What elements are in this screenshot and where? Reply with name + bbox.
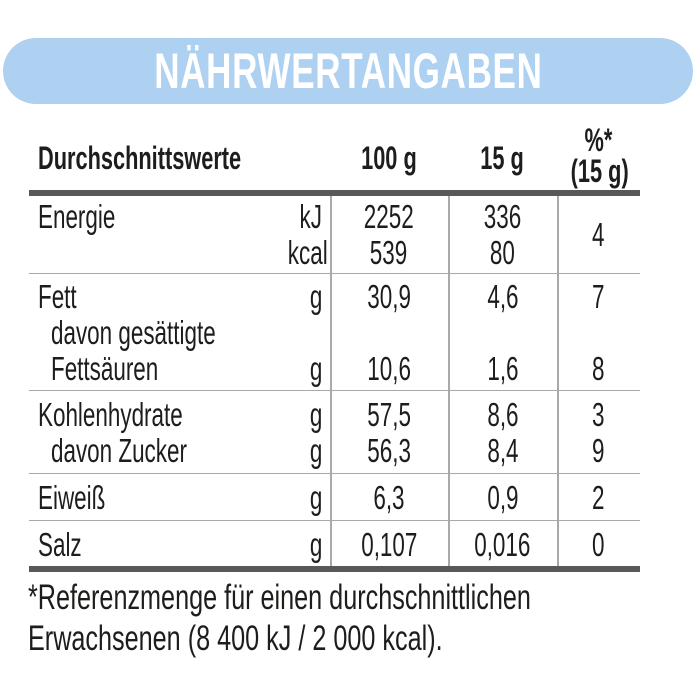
cell-value-100g: 10,6: [367, 350, 411, 387]
cell-value-15g: 4,6: [486, 278, 519, 315]
reference-footnote: *Referenzmenge für einen durchschnittlic…: [28, 577, 688, 659]
table-row-kohlenhydrate: Kohlenhydrate g 57,5 8,6 3 davon Zucker …: [29, 390, 640, 473]
cell-label: Salz: [38, 525, 82, 563]
nutrition-banner: NÄHRWERTANGABEN: [3, 38, 693, 104]
cell-value-100g: 6,3: [373, 479, 405, 516]
vertical-divider: [557, 196, 559, 566]
footnote-line1: *Referenzmenge für einen durchschnittlic…: [28, 578, 531, 617]
table-row-salz: Salz g 0,107 0,016 0: [29, 520, 640, 566]
table-line: kcal 539 80: [29, 234, 640, 271]
cell-label: Energie: [38, 198, 116, 235]
cell-label: davon Zucker: [51, 432, 187, 469]
table-row-eiweiss: Eiweiß g 6,3 0,9 2: [29, 473, 640, 520]
cell-percent: 4: [592, 215, 605, 253]
cell-value-15g: 0,016: [474, 525, 531, 563]
cell-value-100g: 56,3: [367, 432, 411, 469]
cell-value-100g: 0,107: [360, 525, 418, 563]
table-line: Salz g 0,107 0,016 0: [29, 525, 640, 563]
cell-label: davon gesättigte: [51, 314, 216, 351]
cell-unit: g: [309, 432, 322, 469]
cell-percent: 7: [592, 278, 605, 315]
table-row-fett: Fett g 30,9 4,6 7 davon gesättigte Fetts…: [29, 273, 640, 390]
cell-label: Fettsäuren: [51, 350, 159, 387]
cell-value-15g: 80: [490, 234, 515, 271]
header-100g: 100 g: [361, 140, 417, 176]
cell-value-15g: 1,6: [486, 350, 519, 387]
cell-unit: kJ: [299, 198, 322, 235]
cell-percent: 8: [592, 350, 605, 387]
header-15g: 15 g: [480, 140, 525, 176]
cell-value-15g: 336: [483, 198, 522, 235]
table-header-row: Durchschnittswerte 100 g 15 g %* (15 g): [29, 115, 640, 190]
cell-unit: g: [309, 525, 322, 563]
cell-label: Kohlenhydrate: [38, 396, 183, 433]
table-line: Fettsäuren g 10,6 1,6 8: [29, 350, 640, 387]
cell-value-100g: 2252: [364, 198, 414, 235]
table-line: Fett g 30,9 4,6 7: [29, 278, 640, 315]
cell-value-100g: 539: [370, 234, 408, 271]
thick-rule-top: [29, 190, 640, 196]
cell-percent: 3: [592, 396, 605, 433]
cell-value-15g: 0,9: [486, 479, 519, 516]
cell-percent: 9: [592, 432, 605, 469]
header-percent: %* (15 g): [570, 122, 629, 189]
cell-unit: g: [309, 350, 322, 387]
cell-unit: g: [309, 396, 322, 433]
thick-rule-bottom: [29, 566, 640, 572]
header-average-values: Durchschnittswerte: [38, 140, 242, 176]
cell-label: Eiweiß: [38, 479, 106, 516]
table-body: Energie kJ 2252 336 kcal 539 80 4 Fett g…: [29, 196, 640, 566]
cell-percent: 0: [592, 525, 605, 563]
table-line: davon Zucker g 56,3 8,4 9: [29, 432, 640, 469]
vertical-divider: [448, 196, 450, 566]
table-line: Energie kJ 2252 336: [29, 198, 640, 235]
cell-unit: kcal: [287, 234, 328, 271]
cell-value-100g: 57,5: [367, 396, 411, 433]
table-line: Eiweiß g 6,3 0,9 2: [29, 479, 640, 516]
cell-value-15g: 8,6: [486, 396, 519, 433]
cell-unit: g: [309, 479, 322, 516]
table-row-energie: Energie kJ 2252 336 kcal 539 80 4: [29, 196, 640, 273]
footnote-line2: Erwachsenen (8 400 kJ / 2 000 kcal).: [28, 619, 443, 658]
cell-percent: 2: [592, 479, 605, 516]
banner-title: NÄHRWERTANGABEN: [153, 43, 543, 99]
vertical-divider: [330, 196, 332, 566]
cell-unit: g: [309, 278, 322, 315]
table-line: Kohlenhydrate g 57,5 8,6 3: [29, 396, 640, 433]
table-line: davon gesättigte: [29, 314, 640, 351]
cell-value-100g: 30,9: [367, 278, 411, 315]
cell-label: Fett: [38, 278, 77, 315]
cell-value-15g: 8,4: [486, 432, 519, 469]
